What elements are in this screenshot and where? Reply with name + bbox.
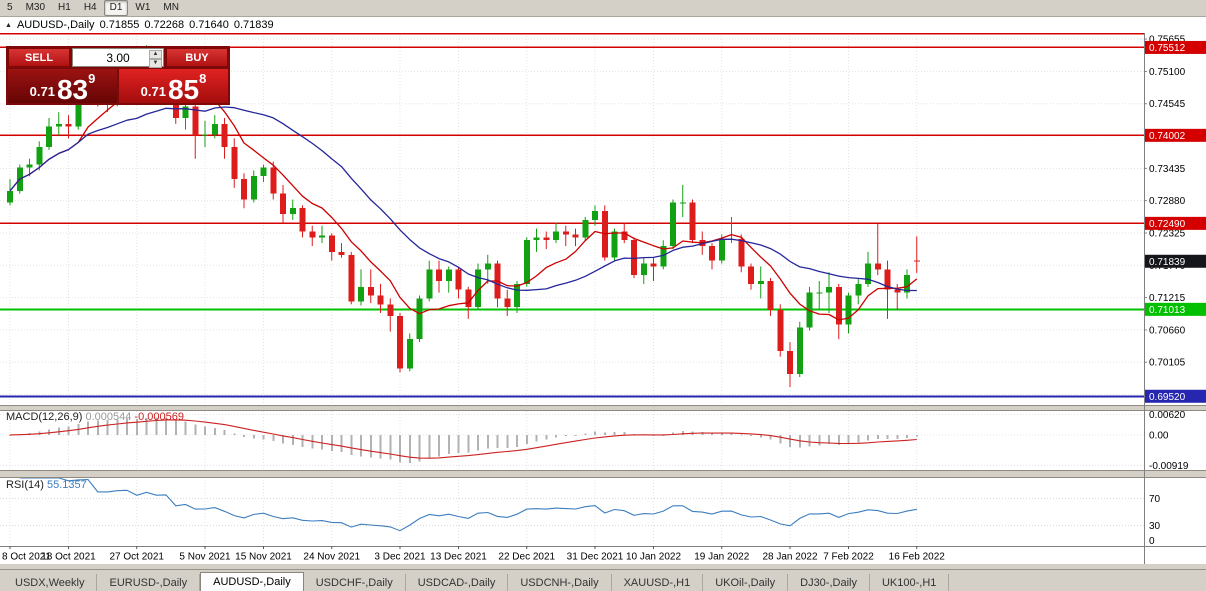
volume-spin-buttons[interactable]: ▲ ▼	[149, 50, 162, 68]
volume-value: 3.00	[106, 50, 130, 65]
symbol-tab-dj30-daily[interactable]: DJ30-,Daily	[788, 574, 870, 591]
one-click-trading-panel: SELL 3.00 ▲ ▼ BUY 0.71 83 9 0.71 85 8	[6, 46, 230, 105]
svg-text:31 Dec 2021: 31 Dec 2021	[567, 552, 624, 563]
symbol-tab-usdchf-daily[interactable]: USDCHF-,Daily	[304, 574, 406, 591]
chart-title-open: 0.71855	[99, 19, 140, 31]
volume-up-icon[interactable]: ▲	[149, 50, 162, 59]
rsi-line	[19, 477, 917, 532]
svg-text:19 Jan 2022: 19 Jan 2022	[694, 552, 749, 563]
svg-text:8 Oct 2021: 8 Oct 2021	[2, 552, 51, 563]
svg-text:7 Feb 2022: 7 Feb 2022	[823, 552, 874, 563]
svg-text:0.00620: 0.00620	[1149, 410, 1186, 421]
svg-text:0.73435: 0.73435	[1149, 164, 1186, 175]
symbol-tab-xauusd-h1[interactable]: XAUUSD-,H1	[612, 574, 704, 591]
chart-title-low: 0.71640	[189, 19, 229, 31]
svg-text:MACD(12,26,9) 0.000544 -0.0005: MACD(12,26,9) 0.000544 -0.000569	[6, 411, 184, 423]
svg-text:30: 30	[1149, 521, 1161, 532]
chart-title-bar: ▲ AUDUSD-,Daily 0.71855 0.72268 0.71640 …	[0, 17, 1206, 33]
symbol-tab-eurusd-daily[interactable]: EURUSD-,Daily	[97, 574, 201, 591]
symbol-tab-ukoil-daily[interactable]: UKOil-,Daily	[703, 574, 789, 591]
svg-text:28 Jan 2022: 28 Jan 2022	[762, 552, 817, 563]
timeframe-toolbar: 5 M30 H1 H4 D1 W1 MN	[0, 0, 1206, 17]
timeframe-button-d1[interactable]: D1	[103, 0, 129, 16]
svg-text:0: 0	[1149, 536, 1155, 547]
timeframe-button-m30[interactable]: M30	[19, 0, 52, 16]
one-click-collapse-icon[interactable]: ▲	[5, 21, 12, 29]
chart-background	[0, 33, 1206, 569]
indicator-labels: MACD(12,26,9) 0.000544 -0.000569 RSI(14) …	[6, 411, 184, 491]
panel-separators[interactable]	[0, 405, 1206, 478]
svg-text:5 Nov 2021: 5 Nov 2021	[179, 552, 231, 563]
svg-text:0.70105: 0.70105	[1149, 358, 1186, 369]
svg-text:18 Oct 2021: 18 Oct 2021	[41, 552, 96, 563]
symbol-tab-usdcnh-daily[interactable]: USDCNH-,Daily	[508, 574, 612, 591]
svg-text:0.74002: 0.74002	[1149, 131, 1186, 142]
chart-title-high: 0.72268	[144, 19, 185, 31]
svg-text:0.75655: 0.75655	[1149, 35, 1186, 46]
svg-text:16 Feb 2022: 16 Feb 2022	[889, 552, 946, 563]
timeframe-button-w1[interactable]: W1	[129, 0, 157, 16]
svg-text:15 Nov 2021: 15 Nov 2021	[235, 552, 292, 563]
timeframe-button-h1[interactable]: H1	[52, 0, 77, 16]
svg-text:0.70660: 0.70660	[1149, 325, 1186, 336]
volume-spinner[interactable]: 3.00 ▲ ▼	[72, 48, 164, 68]
sell-button[interactable]: SELL	[8, 48, 70, 67]
svg-text:24 Nov 2021: 24 Nov 2021	[303, 552, 360, 563]
sell-price-pips: 83	[56, 74, 89, 105]
volume-down-icon[interactable]: ▼	[149, 59, 162, 68]
symbol-tab-bar: USDX,Weekly EURUSD-,Daily AUDUSD-,Daily USD…	[0, 569, 1206, 591]
buy-price[interactable]: 0.71 85 8	[119, 69, 228, 105]
chart-canvas[interactable]: 0.756550.751000.745450.739900.734350.728…	[0, 33, 1206, 569]
buy-price-base: 0.71	[140, 84, 166, 99]
symbol-tab-usdcad-daily[interactable]: USDCAD-,Daily	[406, 574, 509, 591]
svg-text:0.72325: 0.72325	[1149, 228, 1186, 239]
svg-text:13 Dec 2021: 13 Dec 2021	[430, 552, 487, 563]
chart-title-symbol: AUDUSD-,Daily	[16, 19, 95, 31]
chart-title-close: 0.71839	[233, 19, 274, 31]
svg-text:0.75512: 0.75512	[1149, 43, 1186, 54]
buy-price-pips: 85	[167, 74, 200, 105]
svg-text:0.71013: 0.71013	[1149, 305, 1186, 316]
sell-price[interactable]: 0.71 83 9	[8, 69, 117, 105]
svg-text:0.71839: 0.71839	[1149, 257, 1186, 268]
svg-text:RSI(14) 55.1357: RSI(14) 55.1357	[6, 479, 87, 491]
svg-text:10 Jan 2022: 10 Jan 2022	[626, 552, 681, 563]
svg-text:-0.00919: -0.00919	[1149, 461, 1189, 472]
svg-text:0.74545: 0.74545	[1149, 99, 1186, 110]
svg-text:22 Dec 2021: 22 Dec 2021	[498, 552, 555, 563]
sell-price-base: 0.71	[29, 84, 55, 99]
svg-text:0.71215: 0.71215	[1149, 293, 1186, 304]
price-badges: 0.75512 0.74002 0.72490 0.71013 0.69520 0.718…	[1145, 40, 1206, 403]
buy-button[interactable]: BUY	[166, 48, 228, 67]
bottom-chrome	[0, 564, 1206, 569]
timeframe-button-h4[interactable]: H4	[77, 0, 103, 16]
symbol-tab-usdx-weekly[interactable]: USDX,Weekly	[3, 574, 98, 591]
svg-text:0.00: 0.00	[1149, 430, 1169, 441]
svg-text:27 Oct 2021: 27 Oct 2021	[110, 552, 165, 563]
ma-slow-line	[9, 106, 917, 292]
svg-text:0.75100: 0.75100	[1149, 67, 1186, 78]
svg-text:3 Dec 2021: 3 Dec 2021	[374, 552, 426, 563]
svg-text:0.69520: 0.69520	[1149, 392, 1186, 403]
buy-price-point: 8	[199, 71, 207, 86]
sell-price-point: 9	[88, 71, 96, 86]
symbol-tab-audusd-daily[interactable]: AUDUSD-,Daily	[200, 572, 304, 591]
macd-panel	[9, 417, 918, 464]
svg-text:0.72490: 0.72490	[1149, 219, 1186, 230]
symbol-tab-uk100-h1[interactable]: UK100-,H1	[870, 574, 950, 591]
svg-text:70: 70	[1149, 494, 1161, 505]
timeframe-button-5[interactable]: 5	[1, 0, 19, 16]
timeframe-button-mn[interactable]: MN	[157, 0, 185, 16]
svg-text:0.72880: 0.72880	[1149, 196, 1186, 207]
